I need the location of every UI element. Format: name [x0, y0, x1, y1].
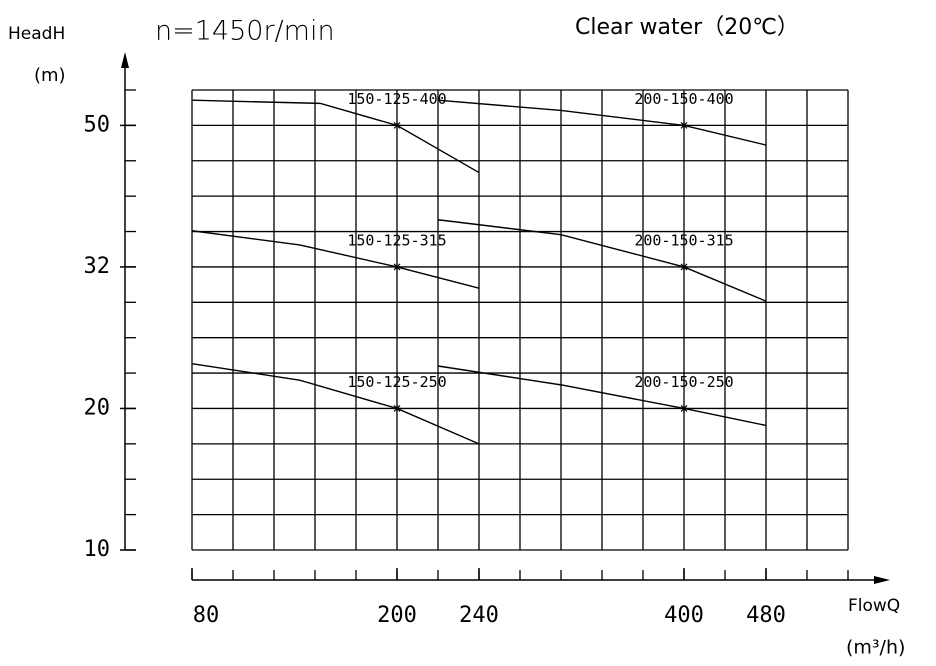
- curve-label: 150-125-400: [347, 90, 446, 108]
- y-axis-label: HeadH: [8, 24, 65, 44]
- pump-curve: [191, 99, 480, 174]
- x-tick-label: 240: [459, 603, 499, 628]
- curve-label: 200-150-315: [634, 231, 733, 249]
- x-tick-label: 400: [664, 603, 704, 628]
- curve-label: 200-150-250: [634, 373, 733, 391]
- curve-label: 200-150-400: [634, 90, 733, 108]
- pump-curve: [191, 362, 480, 445]
- curve-label: 150-125-250: [347, 373, 446, 391]
- x-tick-label: 200: [377, 603, 417, 628]
- chart-subtitle: Clear water（20℃）: [575, 15, 799, 40]
- rated-point: [393, 121, 401, 130]
- y-axis-unit: (m): [34, 65, 66, 86]
- rated-point: [680, 404, 688, 413]
- x-axis-unit: (m³/h): [846, 637, 905, 659]
- y-axis-arrow: [121, 52, 129, 68]
- y-tick-label: 32: [84, 254, 111, 279]
- pump-curve: [437, 99, 767, 146]
- chart-title: n=1450r/min: [155, 16, 335, 47]
- x-axis-arrow: [874, 576, 890, 584]
- x-tick-label: 80: [193, 603, 220, 628]
- x-tick-label: 480: [746, 603, 786, 628]
- pump-curve: [191, 230, 480, 289]
- y-tick-label: 50: [84, 112, 111, 137]
- rated-point: [393, 404, 401, 413]
- y-tick-label: 20: [84, 395, 111, 420]
- rated-point: [680, 262, 688, 271]
- x-axis-label: FlowQ: [848, 596, 900, 616]
- y-tick-label: 10: [84, 537, 111, 562]
- pump-curve: [437, 365, 767, 427]
- curve-label: 150-125-315: [347, 231, 446, 249]
- rated-point: [680, 121, 688, 130]
- rated-point: [393, 262, 401, 271]
- pump-curve: [437, 219, 767, 302]
